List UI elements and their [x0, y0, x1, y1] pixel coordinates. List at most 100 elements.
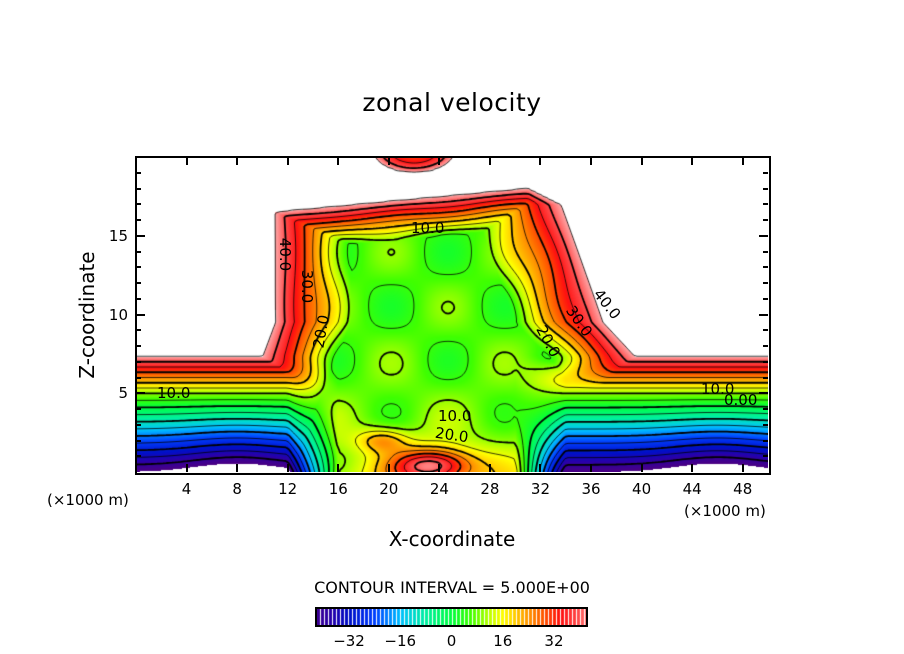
y-tick-right — [763, 219, 768, 221]
y-tick-left — [136, 282, 141, 284]
x-tick-label: 48 — [733, 480, 753, 498]
contour-label: 10.0 — [157, 384, 191, 402]
y-tick-right — [763, 376, 768, 379]
y-tick-left — [136, 345, 141, 347]
contour-lines — [136, 157, 768, 472]
y-tick-left — [136, 203, 141, 206]
x-tick-bottom — [387, 464, 390, 472]
x-tick-top — [691, 157, 694, 165]
y-tick-right — [763, 455, 768, 458]
colorbar-tick-label: 16 — [493, 632, 513, 650]
colorbar-tick-label: 0 — [446, 632, 457, 650]
y-tick-left — [136, 266, 141, 269]
chart-title: zonal velocity — [362, 88, 542, 117]
y-tick-right — [763, 187, 768, 190]
x-tick-label: 24 — [429, 480, 449, 498]
y-tick-right — [763, 439, 768, 442]
x-tick-top — [640, 157, 643, 165]
y-tick-right — [763, 360, 768, 363]
x-tick-bottom — [438, 464, 441, 472]
y-tick-right — [763, 250, 768, 253]
x-tick-top — [236, 157, 239, 165]
y-tick-left — [136, 423, 141, 426]
y-tick-left — [136, 219, 141, 221]
x-tick-label: 20 — [379, 480, 399, 498]
y-tick-label: 5 — [118, 384, 128, 403]
x-axis-label: X-coordinate — [388, 527, 516, 551]
x-tick-label: 32 — [530, 480, 551, 498]
x-unit-label: (×1000 m) — [684, 502, 766, 520]
x-tick-top — [488, 157, 491, 165]
x-tick-bottom — [337, 464, 340, 472]
x-tick-bottom — [691, 464, 694, 472]
x-tick-label: 40 — [632, 480, 652, 498]
y-tick-left — [136, 408, 141, 410]
y-tick-left — [136, 297, 141, 300]
y-tick-right — [763, 171, 768, 174]
x-tick-bottom — [185, 464, 188, 472]
y-tick-right — [759, 234, 768, 237]
y-tick-right — [763, 297, 768, 300]
colorbar-tick-label: −32 — [333, 632, 365, 650]
y-tick-right — [759, 392, 768, 395]
y-tick-right — [763, 329, 768, 332]
y-tick-left — [136, 329, 141, 332]
x-tick-label: 8 — [232, 480, 242, 498]
x-tick-label: 12 — [278, 480, 298, 498]
y-tick-left — [136, 392, 145, 395]
x-tick-top — [286, 157, 289, 165]
x-tick-bottom — [741, 464, 744, 472]
x-tick-top — [337, 157, 340, 165]
y-tick-right — [763, 345, 768, 347]
contour-label: 10.0 — [411, 219, 445, 237]
contour-interval-text: CONTOUR INTERVAL = 5.000E+00 — [314, 578, 590, 597]
x-tick-top — [539, 157, 542, 165]
y-tick-left — [136, 187, 141, 190]
x-tick-bottom — [236, 464, 239, 472]
y-tick-right — [763, 266, 768, 269]
x-tick-label: 36 — [581, 480, 601, 498]
x-tick-bottom — [488, 464, 491, 472]
x-tick-bottom — [286, 464, 289, 472]
y-tick-left — [136, 234, 145, 237]
contour-label: 40.0 — [276, 237, 295, 272]
y-tick-left — [136, 455, 141, 458]
contour-label: 20.0 — [433, 423, 470, 447]
y-tick-right — [759, 313, 768, 316]
y-tick-right — [763, 203, 768, 206]
x-tick-bottom — [590, 464, 593, 472]
contour-label: 10.0 — [701, 380, 735, 398]
y-tick-left — [136, 171, 141, 174]
plot-frame — [135, 156, 771, 475]
y-tick-left — [136, 313, 145, 316]
x-tick-top — [387, 157, 390, 165]
y-tick-left — [136, 250, 141, 253]
contour-label: 0.00 — [724, 391, 758, 409]
x-tick-label: 4 — [181, 480, 192, 498]
x-tick-top — [185, 157, 188, 165]
y-tick-left — [136, 360, 141, 363]
colorbar-tick-label: −16 — [384, 632, 417, 650]
z-unit-label: (×1000 m) — [47, 491, 129, 509]
colorbar — [315, 607, 588, 627]
y-tick-left — [136, 439, 141, 442]
y-tick-right — [763, 408, 768, 410]
y-tick-left — [136, 376, 141, 379]
y-tick-right — [763, 282, 768, 284]
x-tick-label: 28 — [480, 480, 500, 498]
y-tick-right — [763, 423, 768, 426]
x-tick-top — [438, 157, 441, 165]
x-tick-top — [741, 157, 744, 165]
y-tick-label: 15 — [108, 226, 128, 245]
x-tick-label: 16 — [328, 480, 348, 498]
x-tick-bottom — [539, 464, 542, 472]
x-tick-label: 44 — [682, 480, 702, 498]
contour-label: 30.0 — [298, 269, 317, 304]
y-tick-label: 10 — [108, 305, 128, 324]
contour-plot-area — [136, 157, 768, 472]
contour-label: 10.0 — [438, 407, 472, 425]
x-tick-bottom — [640, 464, 643, 472]
y-axis-label: Z-coordinate — [75, 251, 99, 379]
x-tick-top — [590, 157, 593, 165]
colorbar-tick-label: 32 — [544, 632, 564, 650]
